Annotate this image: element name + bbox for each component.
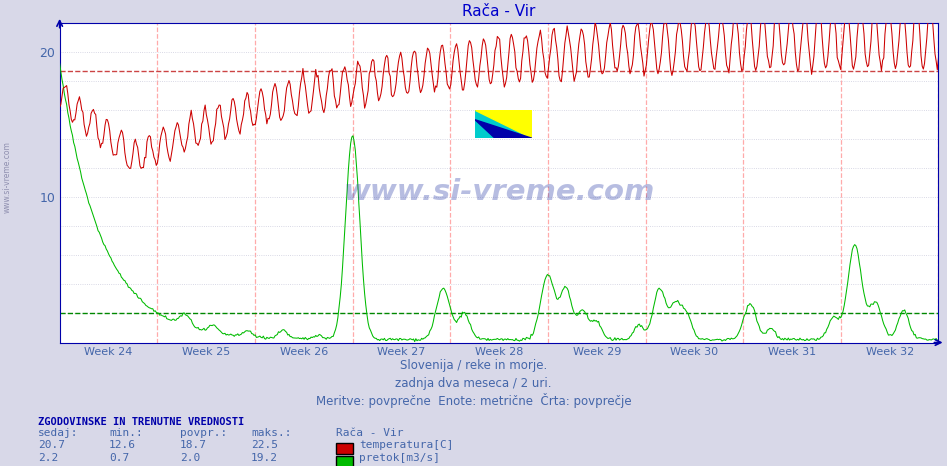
Text: min.:: min.: <box>109 428 143 438</box>
Text: Rača - Vir: Rača - Vir <box>336 428 403 438</box>
Text: www.si-vreme.com: www.si-vreme.com <box>344 178 654 206</box>
Text: temperatura[C]: temperatura[C] <box>359 440 454 450</box>
Text: 2.2: 2.2 <box>38 453 58 463</box>
Polygon shape <box>475 110 532 138</box>
Text: ZGODOVINSKE IN TRENUTNE VREDNOSTI: ZGODOVINSKE IN TRENUTNE VREDNOSTI <box>38 417 244 427</box>
Text: www.si-vreme.com: www.si-vreme.com <box>3 141 12 213</box>
Text: Meritve: povprečne  Enote: metrične  Črta: povprečje: Meritve: povprečne Enote: metrične Črta:… <box>315 393 632 408</box>
Text: 0.7: 0.7 <box>109 453 129 463</box>
Title: Rača - Vir: Rača - Vir <box>462 4 536 20</box>
Text: 18.7: 18.7 <box>180 440 207 450</box>
Text: 22.5: 22.5 <box>251 440 278 450</box>
Polygon shape <box>475 120 532 138</box>
Text: pretok[m3/s]: pretok[m3/s] <box>359 453 440 463</box>
Text: 2.0: 2.0 <box>180 453 200 463</box>
Polygon shape <box>475 110 532 138</box>
Text: povpr.:: povpr.: <box>180 428 227 438</box>
Text: 19.2: 19.2 <box>251 453 278 463</box>
Text: sedaj:: sedaj: <box>38 428 79 438</box>
Text: 20.7: 20.7 <box>38 440 65 450</box>
Text: Slovenija / reke in morje.: Slovenija / reke in morje. <box>400 359 547 372</box>
Text: 12.6: 12.6 <box>109 440 136 450</box>
Text: zadnja dva meseca / 2 uri.: zadnja dva meseca / 2 uri. <box>395 377 552 390</box>
Text: maks.:: maks.: <box>251 428 292 438</box>
